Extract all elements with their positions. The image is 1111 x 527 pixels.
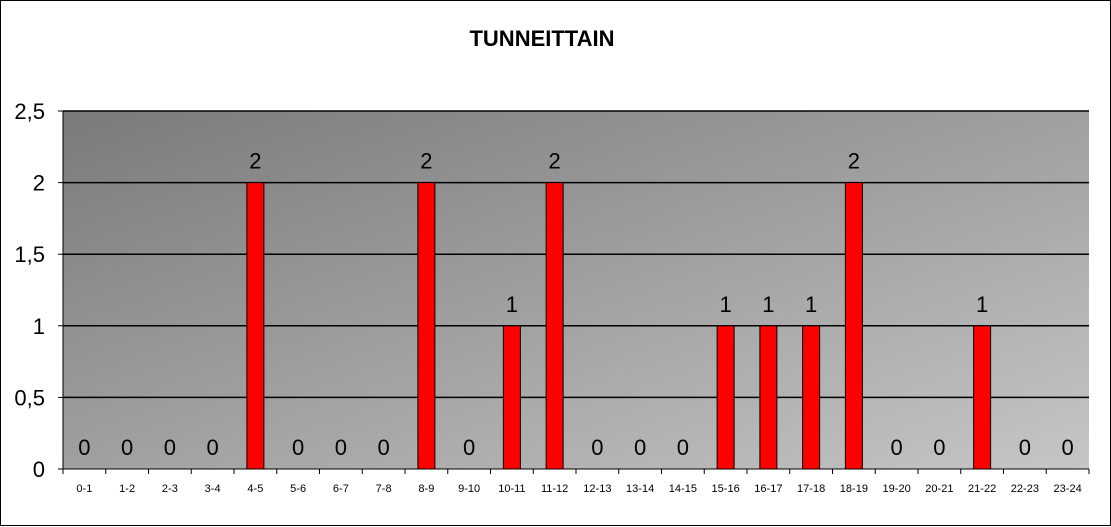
x-tick-label: 16-17 xyxy=(754,483,782,495)
data-label: 0 xyxy=(933,435,945,460)
x-tick-label: 0-1 xyxy=(76,483,92,495)
x-tick-label: 22-23 xyxy=(1011,483,1039,495)
gridlines xyxy=(63,110,1089,399)
data-label: 0 xyxy=(335,435,347,460)
data-label: 0 xyxy=(121,435,133,460)
data-label: 2 xyxy=(848,149,860,174)
data-label: 0 xyxy=(78,435,90,460)
x-tick-label: 12-13 xyxy=(583,483,611,495)
x-tick-label: 1-2 xyxy=(119,483,135,495)
data-label: 0 xyxy=(677,435,689,460)
x-tick-label: 3-4 xyxy=(205,483,221,495)
data-label: 2 xyxy=(249,149,261,174)
bar xyxy=(502,325,521,470)
data-label: 0 xyxy=(591,435,603,460)
x-tick-label: 13-14 xyxy=(626,483,654,495)
y-tick-label: 1 xyxy=(33,314,45,339)
bar xyxy=(545,182,564,470)
data-label: 0 xyxy=(891,435,903,460)
y-tick-label: 1,5 xyxy=(14,242,45,267)
x-tick-label: 14-15 xyxy=(669,483,697,495)
chart-title: TUNNEITTAIN xyxy=(469,26,614,51)
y-tick-label: 2 xyxy=(33,171,45,196)
data-label: 0 xyxy=(1019,435,1031,460)
data-label: 2 xyxy=(549,149,561,174)
data-label: 1 xyxy=(976,292,988,317)
x-tick-label: 21-22 xyxy=(968,483,996,495)
x-tick-label: 8-9 xyxy=(418,483,434,495)
data-label: 0 xyxy=(164,435,176,460)
x-tick-label: 9-10 xyxy=(458,483,480,495)
x-tick-label: 5-6 xyxy=(290,483,306,495)
bar xyxy=(246,182,265,470)
x-tick-label: 18-19 xyxy=(840,483,868,495)
bar xyxy=(716,325,735,470)
x-tick-label: 15-16 xyxy=(712,483,740,495)
bar xyxy=(417,182,436,470)
y-axis-ticks: 0 0,5 1 1,5 2 2,5 xyxy=(14,99,63,482)
data-label: 0 xyxy=(292,435,304,460)
data-label: 0 xyxy=(634,435,646,460)
data-label: 1 xyxy=(805,292,817,317)
y-tick-label: 2,5 xyxy=(14,99,45,124)
bar xyxy=(844,182,863,470)
x-tick-label: 4-5 xyxy=(247,483,263,495)
data-label: 0 xyxy=(207,435,219,460)
x-tick-label: 11-12 xyxy=(541,483,568,495)
bar xyxy=(973,325,992,470)
plot-area xyxy=(63,111,1089,469)
data-label: 1 xyxy=(506,292,518,317)
data-label: 0 xyxy=(463,435,475,460)
x-tick-label: 17-18 xyxy=(797,483,825,495)
x-tick-label: 6-7 xyxy=(333,483,349,495)
bar xyxy=(759,325,778,470)
x-tick-label: 19-20 xyxy=(883,483,911,495)
x-tick-label: 23-24 xyxy=(1054,483,1082,495)
x-tick-label: 2-3 xyxy=(162,483,178,495)
x-tick-label: 20-21 xyxy=(925,483,953,495)
data-label: 1 xyxy=(762,292,774,317)
x-axis-ticks: 0-1 1-2 2-3 3-4 4-5 5-6 6-7 7-8 8-9 9-10 10-11 11-1… xyxy=(62,469,1090,495)
y-tick-label: 0 xyxy=(33,457,45,482)
data-labels: 0 0 0 0 2 0 0 0 2 0 1 2 0 0 0 1 1 1 2 0 0 1 0 0 xyxy=(78,149,1074,460)
data-label: 0 xyxy=(1062,435,1074,460)
y-tick-label: 0,5 xyxy=(14,385,45,410)
bar xyxy=(802,325,821,470)
data-label: 1 xyxy=(720,292,732,317)
x-tick-label: 7-8 xyxy=(376,483,392,495)
data-label: 0 xyxy=(378,435,390,460)
data-label: 2 xyxy=(420,149,432,174)
x-tick-label: 10-11 xyxy=(498,483,525,495)
